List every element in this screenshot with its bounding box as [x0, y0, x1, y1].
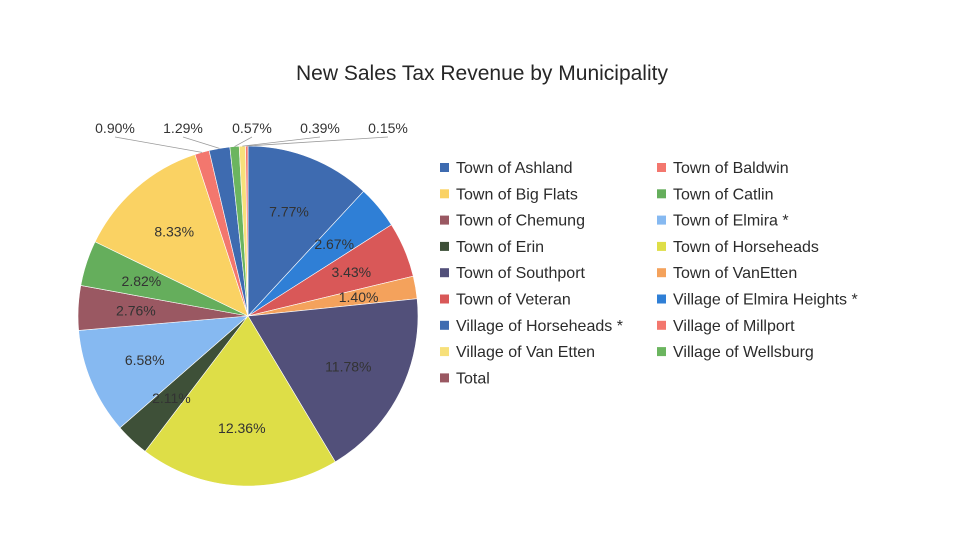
legend-swatch-village-of-millport	[657, 320, 666, 330]
legend-swatch-village-of-elmira-heights	[657, 294, 666, 304]
legend-item-village-of-horseheads: Village of Horseheads *	[440, 318, 623, 335]
pie-slice-town-of-horseheads	[144, 315, 336, 487]
legend-swatch-town-of-ashland	[440, 163, 449, 172]
legend-item-town-of-ashland: Town of Ashland	[440, 160, 573, 177]
pie-slice-town-of-ashland	[247, 145, 364, 317]
data-label-town-of-chemung: 2.76%	[116, 303, 156, 319]
legend-swatch-town-of-baldwin	[657, 163, 666, 172]
legend-item-village-of-wellsburg: Village of Wellsburg	[657, 344, 814, 361]
legend-swatch-town-of-chemung	[440, 215, 449, 225]
data-label-village-of-elmira-heights: 2.67%	[314, 236, 354, 252]
data-label-village-of-horseheads: 1.29%	[163, 120, 203, 136]
legend-swatch-village-of-horseheads	[440, 320, 449, 330]
leader-line-village-of-horseheads	[182, 136, 220, 149]
leader-line-town-of-baldwin	[246, 136, 389, 147]
data-label-town-of-horseheads: 12.36%	[218, 420, 265, 436]
data-label-town-of-vanetten: 1.40%	[339, 289, 379, 305]
legend-item-town-of-catlin: Town of Catlin	[657, 186, 774, 203]
legend-label-town-of-big-flats: Town of Big Flats	[456, 186, 578, 203]
legend-swatch-village-of-van-etten	[440, 347, 449, 357]
legend-label-town-of-veteran: Town of Veteran	[456, 292, 571, 309]
legend-swatch-town-of-catlin	[657, 189, 666, 199]
leader-lines	[114, 136, 389, 153]
legend-item-town-of-veteran: Town of Veteran	[440, 292, 571, 309]
data-label-town-of-catlin: 2.82%	[122, 273, 162, 289]
legend-swatch-town-of-veteran	[440, 294, 449, 304]
legend-label-village-of-horseheads: Village of Horseheads *	[456, 318, 623, 335]
data-label-village-of-millport: 0.90%	[95, 120, 135, 136]
leader-line-village-of-millport	[114, 136, 203, 153]
legend-item-town-of-horseheads: Town of Horseheads	[657, 239, 819, 256]
legend-label-total: Total	[456, 370, 490, 387]
pie-slice-town-of-elmira	[78, 315, 249, 429]
legend-label-town-of-vanetten: Town of VanEtten	[673, 265, 797, 282]
data-label-town-of-erin: 2.11%	[152, 390, 191, 406]
leader-line-village-of-wellsburg	[234, 136, 253, 147]
data-labels: 7.77% 2.67% 3.43% 1.40% 11.78% 12.36% 2.11% 6.5…	[95, 120, 408, 436]
pie-slice-town-of-big-flats	[94, 154, 249, 317]
data-label-town-of-southport: 11.78%	[325, 358, 371, 374]
legend-label-town-of-southport: Town of Southport	[456, 265, 586, 282]
legend-swatch-village-of-wellsburg	[657, 347, 666, 357]
legend-item-village-of-elmira-heights: Village of Elmira Heights *	[657, 292, 858, 309]
legend-label-town-of-catlin: Town of Catlin	[673, 186, 774, 203]
legend-label-town-of-chemung: Town of Chemung	[456, 213, 585, 230]
legend-swatch-town-of-vanetten	[657, 268, 666, 278]
data-label-town-of-big-flats: 8.33%	[154, 224, 194, 240]
legend-swatch-town-of-horseheads	[657, 241, 666, 251]
legend-item-town-of-baldwin: Town of Baldwin	[657, 160, 789, 177]
legend-swatch-total	[440, 373, 449, 383]
legend-item-village-of-millport: Village of Millport	[657, 318, 795, 335]
data-label-village-of-wellsburg: 0.57%	[232, 120, 272, 136]
legend-swatch-town-of-erin	[440, 241, 449, 251]
legend-item-village-of-van-etten: Village of Van Etten	[440, 344, 595, 361]
legend-item-town-of-big-flats: Town of Big Flats	[440, 186, 578, 203]
legend-swatch-town-of-elmira	[657, 215, 666, 225]
legend-label-village-of-millport: Village of Millport	[673, 318, 795, 335]
legend-item-total: Total	[440, 370, 490, 387]
data-label-town-of-baldwin: 0.15%	[368, 120, 408, 136]
legend-label-village-of-elmira-heights: Village of Elmira Heights *	[673, 292, 858, 309]
legend-item-town-of-chemung: Town of Chemung	[440, 213, 585, 230]
legend-label-town-of-elmira: Town of Elmira *	[673, 213, 789, 230]
data-label-village-of-van-etten: 0.39%	[300, 120, 340, 136]
legend-item-town-of-erin: Town of Erin	[440, 239, 544, 256]
legend-item-town-of-southport: Town of Southport	[440, 265, 586, 282]
legend-label-town-of-horseheads: Town of Horseheads	[673, 239, 819, 256]
data-label-town-of-ashland: 7.77%	[269, 204, 309, 220]
legend-swatch-town-of-big-flats	[440, 189, 449, 199]
legend: Town of Ashland Town of Baldwin Town of Bi…	[440, 160, 858, 387]
pie-slice-town-of-southport	[247, 298, 419, 463]
pie-slices	[77, 145, 419, 487]
legend-label-village-of-van-etten: Village of Van Etten	[456, 344, 595, 361]
legend-label-town-of-ashland: Town of Ashland	[456, 160, 573, 177]
leader-line-village-of-van-etten	[242, 136, 321, 147]
legend-label-town-of-baldwin: Town of Baldwin	[673, 160, 789, 177]
legend-item-town-of-elmira: Town of Elmira *	[657, 213, 789, 230]
legend-item-town-of-vanetten: Town of VanEtten	[657, 265, 797, 282]
data-label-town-of-elmira: 6.58%	[125, 352, 165, 368]
legend-label-village-of-wellsburg: Village of Wellsburg	[673, 344, 814, 361]
data-label-town-of-veteran: 3.43%	[331, 264, 371, 280]
chart-title: New Sales Tax Revenue by Municipality	[296, 62, 668, 85]
legend-label-town-of-erin: Town of Erin	[456, 239, 544, 256]
legend-swatch-town-of-southport	[440, 268, 449, 278]
